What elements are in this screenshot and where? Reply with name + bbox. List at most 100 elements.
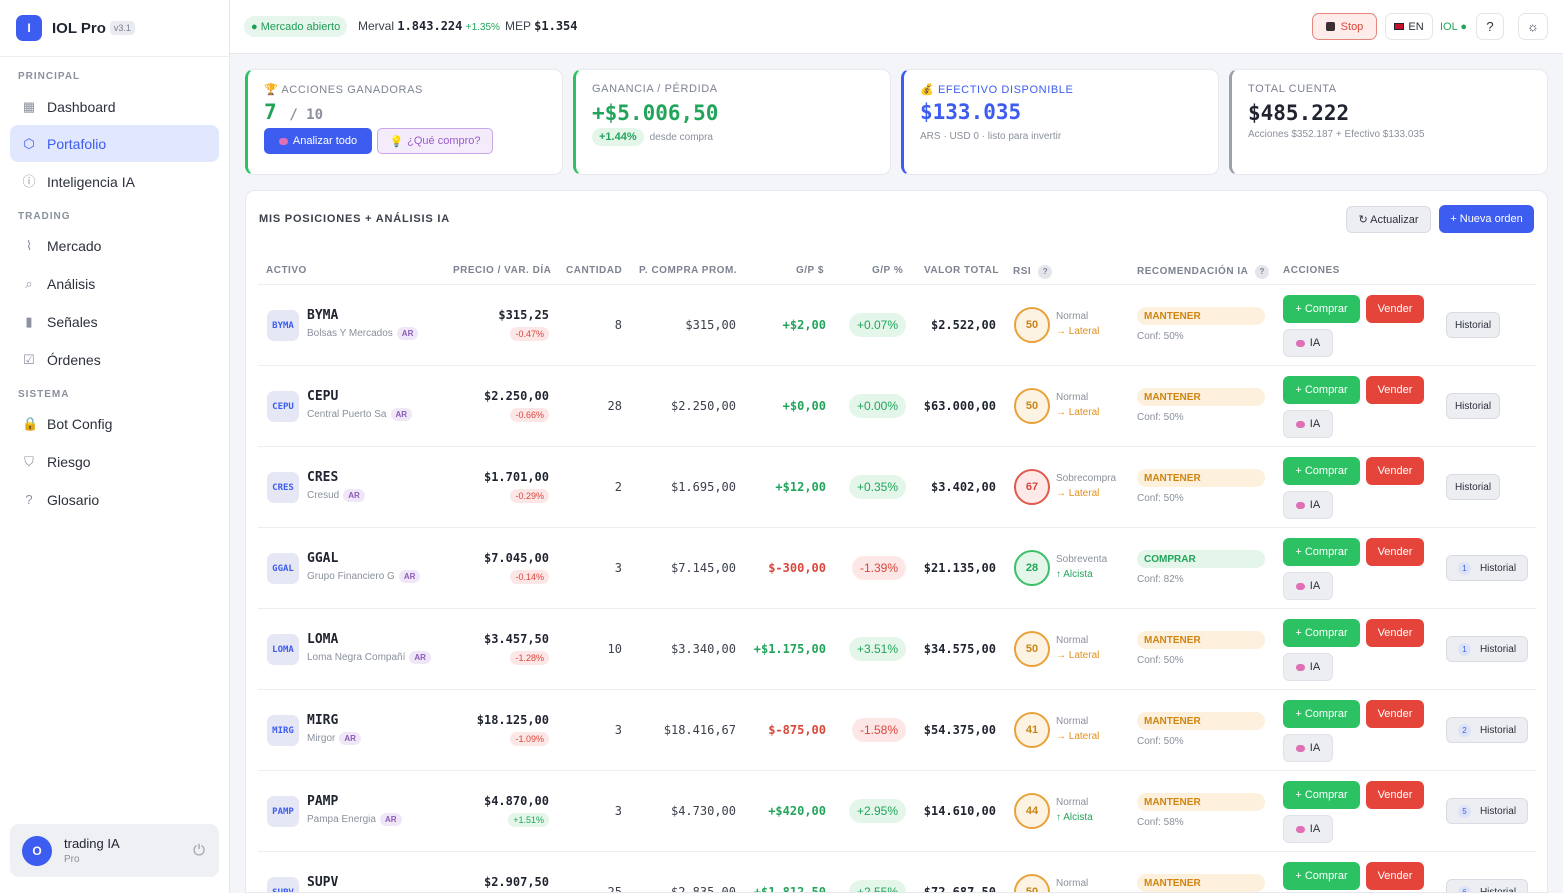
buy-button[interactable]: + Comprar (1283, 295, 1360, 323)
company-name: Pampa Energia AR (307, 813, 402, 826)
what-to-buy-button[interactable]: 💡 ¿Qué compro? (377, 128, 493, 154)
avg-buy-price: $2.835,00 (670, 885, 736, 893)
history-count-badge: 1 (1457, 561, 1471, 575)
sell-button[interactable]: Vender (1366, 295, 1424, 323)
new-order-button[interactable]: + Nueva orden (1439, 205, 1534, 233)
stop-button[interactable]: Stop (1312, 13, 1377, 40)
sidebar-item-label: Mercado (47, 237, 102, 254)
sell-button[interactable]: Vender (1366, 862, 1424, 890)
trend-label: → Lateral (1056, 488, 1100, 499)
power-icon[interactable]: ⏻ (193, 842, 205, 859)
history-button[interactable]: 5 Historial (1446, 798, 1528, 824)
ticker-symbol[interactable]: CRES (307, 470, 339, 485)
stop-icon (1325, 22, 1335, 31)
company-name-label: Central Puerto Sa (307, 409, 387, 420)
ticker-symbol[interactable]: PAMP (307, 794, 339, 809)
sell-button[interactable]: Vender (1366, 376, 1424, 404)
refresh-button[interactable]: ↻ Actualizar (1346, 206, 1431, 233)
gain-loss-amount: +$420,00 (768, 804, 826, 818)
app-logo[interactable]: I (16, 15, 42, 41)
company-name: Mirgor AR (307, 732, 361, 745)
ia-button[interactable]: IA (1283, 734, 1333, 762)
sell-button[interactable]: Vender (1366, 538, 1424, 566)
sidebar-item-riesgo[interactable]: ⛉ Riesgo (10, 443, 219, 480)
sidebar-item-glosario[interactable]: ? Glosario (10, 481, 219, 518)
avg-buy-price: $18.416,67 (663, 723, 736, 737)
sidebar-item-señales[interactable]: ▮ Señales (10, 303, 219, 340)
help-button[interactable]: ? (1476, 13, 1504, 40)
history-button[interactable]: 2 Historial (1446, 717, 1528, 743)
sell-button[interactable]: Vender (1366, 781, 1424, 809)
ticker-badge: CRES (267, 472, 299, 503)
sidebar-item-bot-config[interactable]: 🔒 Bot Config (10, 405, 219, 442)
buy-button[interactable]: + Comprar (1283, 376, 1360, 404)
history-button[interactable]: Historial (1446, 393, 1500, 419)
header-avg: P. COMPRA PROM. (639, 265, 738, 276)
gain-loss-percent-badge: +2.55% (848, 880, 906, 892)
ticker-symbol[interactable]: MIRG (307, 713, 339, 728)
ia-button[interactable]: IA (1283, 653, 1333, 681)
buy-button[interactable]: + Comprar (1283, 862, 1360, 890)
ticker-badge: BYMA (267, 310, 299, 341)
info-circle-icon: ⓘ (22, 173, 36, 189)
ticker-symbol[interactable]: GGAL (307, 551, 339, 566)
sell-button[interactable]: Vender (1366, 457, 1424, 485)
history-button[interactable]: 1 Historial (1446, 555, 1528, 581)
quantity: 3 (614, 561, 622, 575)
ia-button[interactable]: IA (1283, 329, 1333, 357)
buy-button[interactable]: + Comprar (1283, 538, 1360, 566)
ia-button[interactable]: IA (1283, 572, 1333, 600)
ia-button[interactable]: IA (1283, 410, 1333, 438)
history-label: Historial (1454, 481, 1492, 493)
history-button[interactable]: 6 Historial (1446, 879, 1528, 892)
gain-loss-amount: +$0,00 (782, 399, 826, 413)
ia-button[interactable]: IA (1283, 491, 1333, 519)
history-button[interactable]: Historial (1446, 474, 1500, 500)
brain-icon (1295, 825, 1305, 833)
analyze-all-button[interactable]: Analizar todo (264, 128, 372, 154)
refresh-label: ↻ Actualizar (1358, 214, 1419, 226)
header-rec-label: RECOMENDACIÓN IA (1137, 266, 1248, 277)
broker-label: IOL (1440, 21, 1458, 33)
merval-label: Merval (358, 19, 395, 33)
day-change-badge: -0.66% (510, 408, 549, 422)
sidebar-item-portafolio[interactable]: ⬡ Portafolio (10, 125, 219, 162)
buy-button[interactable]: + Comprar (1283, 781, 1360, 809)
sidebar-item-label: Glosario (47, 491, 100, 508)
header-total: VALOR TOTAL (924, 265, 999, 276)
table-row: SUPVSUPVGrupo SupervielleAR$2.907,50+0.6… (258, 851, 1536, 893)
rsi-gauge: 50 (1014, 307, 1050, 343)
brain-icon (1295, 339, 1305, 347)
language-button[interactable]: EN (1385, 13, 1433, 40)
day-change-badge: -0.14% (510, 570, 549, 584)
ia-button[interactable]: IA (1283, 815, 1333, 843)
gain-loss-amount: $-300,00 (768, 561, 826, 575)
buy-button[interactable]: + Comprar (1283, 619, 1360, 647)
user-card[interactable]: O trading IA Pro ⏻ (10, 824, 219, 877)
rsi-help-icon[interactable]: ? (1038, 265, 1053, 279)
table-row: PAMP PAMP Pampa Energia AR $4.870,00 +1.51% 3 $… (258, 770, 1536, 851)
trend-label: → Lateral (1056, 650, 1100, 661)
trophy-icon: 🏆 (264, 84, 279, 96)
pnl-card: GANANCIA / PÉRDIDA +$5.006,50 +1.44% des… (573, 69, 891, 175)
ticker-symbol[interactable]: LOMA (307, 632, 339, 647)
rsi-gauge: 41 (1014, 712, 1050, 748)
buy-button[interactable]: + Comprar (1283, 457, 1360, 485)
sell-button[interactable]: Vender (1366, 619, 1424, 647)
sidebar-item-inteligencia-ia[interactable]: ⓘ Inteligencia IA (10, 163, 219, 200)
sidebar-item-órdenes[interactable]: ☑ Órdenes (10, 341, 219, 378)
sell-button[interactable]: Vender (1366, 700, 1424, 728)
brain-icon (1295, 744, 1305, 752)
history-button[interactable]: 1 Historial (1446, 636, 1528, 662)
ticker-symbol[interactable]: BYMA (307, 308, 339, 323)
sidebar-item-mercado[interactable]: ⌇ Mercado (10, 227, 219, 264)
positions-title: MIS POSICIONES + ANÁLISIS IA (259, 213, 450, 225)
history-button[interactable]: Historial (1446, 312, 1500, 338)
sidebar-item-dashboard[interactable]: ▦ Dashboard (10, 88, 219, 125)
rec-help-icon[interactable]: ? (1255, 265, 1270, 279)
theme-toggle-button[interactable]: ☼ (1518, 13, 1548, 40)
ticker-symbol[interactable]: CEPU (307, 389, 339, 404)
ticker-symbol[interactable]: SUPV (307, 875, 339, 890)
buy-button[interactable]: + Comprar (1283, 700, 1360, 728)
sidebar-item-análisis[interactable]: ⌕ Análisis (10, 265, 219, 302)
